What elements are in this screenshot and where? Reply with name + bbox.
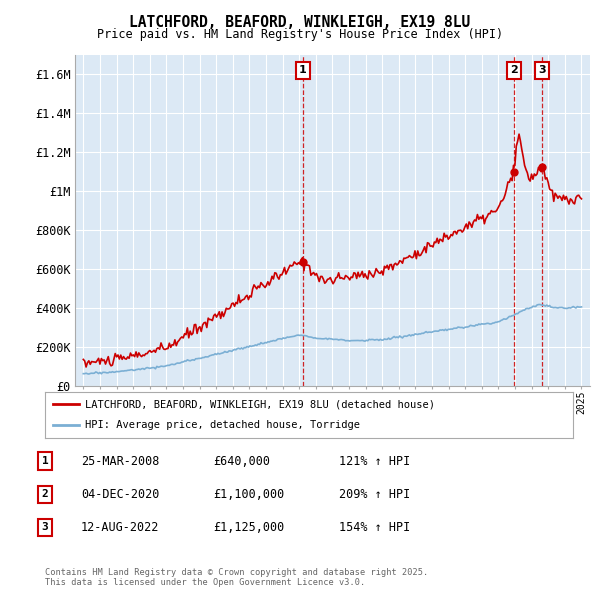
Text: 3: 3: [538, 65, 546, 76]
Text: 2: 2: [41, 490, 49, 499]
Text: 154% ↑ HPI: 154% ↑ HPI: [339, 521, 410, 534]
Text: 209% ↑ HPI: 209% ↑ HPI: [339, 488, 410, 501]
Text: £640,000: £640,000: [213, 455, 270, 468]
Text: 04-DEC-2020: 04-DEC-2020: [81, 488, 160, 501]
Text: LATCHFORD, BEAFORD, WINKLEIGH, EX19 8LU: LATCHFORD, BEAFORD, WINKLEIGH, EX19 8LU: [130, 15, 470, 30]
Text: £1,125,000: £1,125,000: [213, 521, 284, 534]
Text: 2: 2: [510, 65, 518, 76]
Text: 121% ↑ HPI: 121% ↑ HPI: [339, 455, 410, 468]
Text: HPI: Average price, detached house, Torridge: HPI: Average price, detached house, Torr…: [85, 420, 359, 430]
Text: 3: 3: [41, 523, 49, 532]
Text: 12-AUG-2022: 12-AUG-2022: [81, 521, 160, 534]
Text: 25-MAR-2008: 25-MAR-2008: [81, 455, 160, 468]
Text: 1: 1: [299, 65, 307, 76]
Text: £1,100,000: £1,100,000: [213, 488, 284, 501]
Text: Contains HM Land Registry data © Crown copyright and database right 2025.
This d: Contains HM Land Registry data © Crown c…: [45, 568, 428, 587]
Text: Price paid vs. HM Land Registry's House Price Index (HPI): Price paid vs. HM Land Registry's House …: [97, 28, 503, 41]
Text: LATCHFORD, BEAFORD, WINKLEIGH, EX19 8LU (detached house): LATCHFORD, BEAFORD, WINKLEIGH, EX19 8LU …: [85, 399, 434, 409]
Text: 1: 1: [41, 457, 49, 466]
